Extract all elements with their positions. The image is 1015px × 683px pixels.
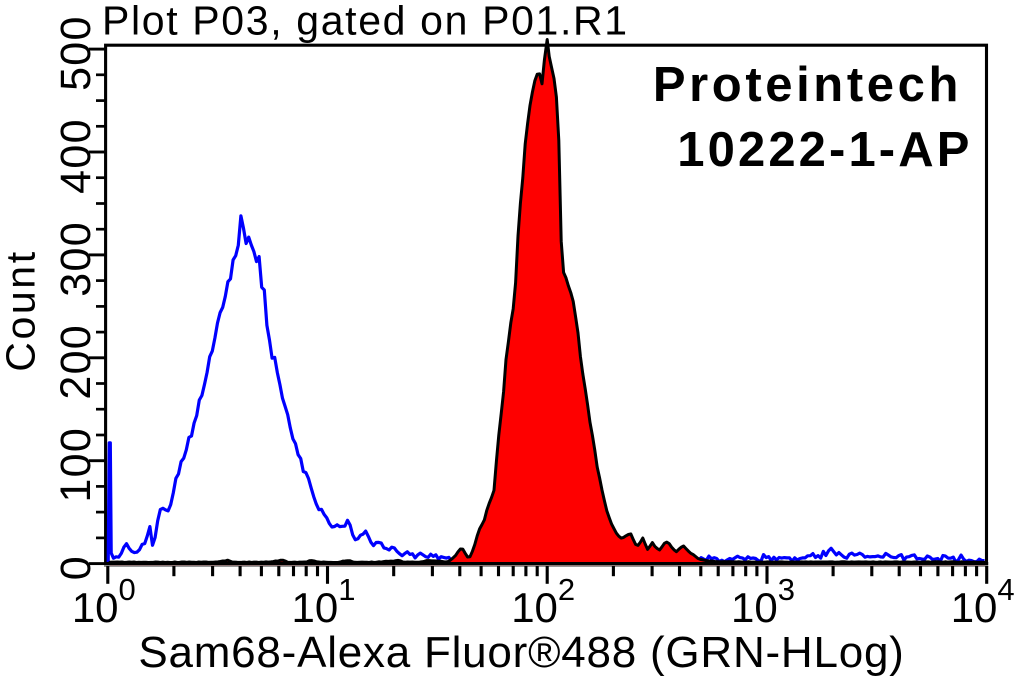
svg-text:Plot P03, gated on P01.R1: Plot P03, gated on P01.R1 (102, 0, 629, 44)
svg-text:200: 200 (52, 324, 100, 400)
svg-text:101: 101 (292, 572, 356, 631)
svg-text:Sam68-Alexa Fluor®488 (GRN-HLo: Sam68-Alexa Fluor®488 (GRN-HLog) (138, 628, 904, 677)
svg-text:103: 103 (731, 572, 795, 631)
svg-text:104: 104 (951, 572, 1015, 631)
svg-text:10222-1-AP: 10222-1-AP (677, 123, 972, 177)
svg-text:500: 500 (52, 15, 100, 91)
svg-text:400: 400 (52, 118, 100, 194)
svg-text:300: 300 (52, 221, 100, 297)
svg-text:Proteintech: Proteintech (653, 58, 962, 112)
svg-text:100: 100 (52, 427, 100, 503)
svg-text:0: 0 (52, 555, 100, 580)
svg-text:Count: Count (0, 249, 44, 371)
svg-text:102: 102 (511, 572, 575, 631)
